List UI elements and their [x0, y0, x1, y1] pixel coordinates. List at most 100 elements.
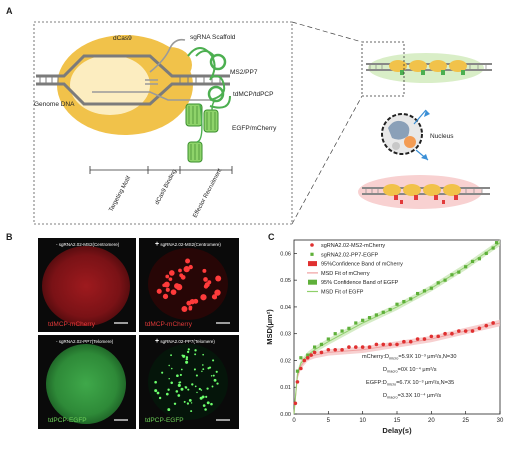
telomere-focus	[179, 373, 182, 377]
mcherry-point	[305, 355, 310, 360]
telomere-focus	[170, 367, 173, 370]
telomere-focus	[187, 348, 190, 351]
egfp-point	[470, 259, 475, 264]
telomere-focus	[198, 387, 201, 391]
centromere-focus	[213, 295, 218, 300]
tile-1-caption: tdMCP-mCherry	[48, 321, 96, 328]
tile-4-caption: tdPCP-EGFP	[145, 417, 184, 424]
mcherry-point	[309, 353, 313, 357]
mcherry-point	[491, 321, 495, 325]
telomere-focus	[191, 383, 194, 386]
mcherry-point	[443, 331, 447, 336]
egfp-point	[381, 310, 385, 314]
centromere-focus	[168, 277, 173, 282]
mcherry-point	[312, 350, 317, 355]
telomere-focus	[177, 394, 181, 397]
centromere-focus	[179, 273, 184, 278]
telomere-focus	[154, 389, 158, 393]
telomere-focus	[187, 388, 190, 391]
legend-label: sgRNA2.02-PP7-EGFP	[321, 252, 378, 258]
egfp-point	[416, 291, 420, 296]
telomere-focus	[188, 398, 192, 402]
legend-label: 95%Confidence Band of mCherry	[321, 262, 403, 268]
telomere-focus	[170, 381, 173, 385]
fit-annotation: Dmacro=3.3X 10⁻⁴ μm²/s	[383, 392, 441, 399]
x-tick-label: 30	[497, 418, 504, 424]
mcherry-point	[429, 334, 434, 339]
egfp-point	[409, 297, 413, 301]
telomere-focus	[190, 402, 193, 404]
centromere-focus	[189, 298, 196, 305]
telomere-focus	[212, 374, 215, 377]
label-nucleus: Nucleus	[430, 133, 454, 140]
mcherry-point	[450, 331, 454, 336]
x-tick-label: 20	[428, 418, 435, 424]
label-sgrna-scaffold: sgRNA Scaffold	[190, 34, 236, 41]
mcherry-point	[457, 329, 461, 333]
centromere-focus	[169, 270, 175, 276]
egfp-point	[347, 326, 351, 330]
centromere-focus	[162, 293, 169, 300]
y-tick-label: 0.01	[280, 385, 291, 391]
telomere-focus	[206, 401, 210, 405]
telomere-focus	[177, 383, 181, 387]
tile-4-title: + sgRNA2.02-PP7(Telomere)	[155, 338, 215, 345]
telomere-focus	[208, 366, 212, 369]
legend-swatch	[310, 243, 314, 247]
egfp-point	[374, 313, 378, 317]
egfp-point	[450, 273, 454, 277]
telomere-focus	[183, 400, 186, 403]
telomere-focus	[215, 370, 218, 373]
telomere-focus	[180, 387, 184, 391]
egfp-point	[340, 329, 344, 333]
legend-swatch	[308, 261, 317, 267]
centromere-focus	[215, 275, 222, 282]
egfp-point	[388, 308, 392, 312]
egfp-point	[484, 251, 488, 255]
telomere-focus	[182, 354, 186, 358]
telomere-focus	[202, 368, 205, 371]
telomere-focus	[194, 385, 197, 388]
centromere-focus	[181, 306, 188, 312]
x-tick-label: 10	[359, 418, 366, 424]
centromere-focus	[204, 282, 210, 288]
panel-a-label: A	[6, 6, 13, 16]
mcherry-point	[354, 345, 358, 349]
telomere-focus	[199, 396, 203, 400]
egfp-point	[457, 270, 461, 274]
centromere-focus	[165, 287, 170, 292]
label-egfp: EGFP/mCherry	[232, 125, 277, 132]
telomere-focus	[180, 368, 183, 371]
y-tick-label: 0.05	[280, 278, 291, 284]
telomere-focus	[201, 370, 203, 373]
egfp-point	[367, 316, 372, 320]
telomere-focus	[200, 389, 203, 391]
mcherry-point	[408, 339, 413, 344]
telomere-focus	[156, 391, 160, 395]
telomere-focus	[184, 386, 187, 388]
centromere-focus	[165, 274, 170, 279]
y-tick-label: 0.04	[280, 305, 291, 311]
egfp-point	[354, 321, 358, 325]
legend-label: MSD Fit of mCherry	[321, 271, 370, 277]
telomere-focus	[161, 371, 164, 374]
egfp-point	[295, 369, 300, 373]
telomere-focus	[206, 387, 209, 390]
mcherry-point	[463, 329, 468, 333]
telomere-focus	[165, 392, 169, 396]
egfp-point	[494, 241, 499, 245]
egfp-point	[326, 337, 330, 341]
telomere-focus	[170, 354, 172, 357]
centromere-focus	[174, 283, 180, 289]
centromere-focus	[185, 258, 191, 264]
mcherry-point	[415, 337, 420, 341]
mcherry-point	[436, 334, 441, 339]
x-axis-label: Delay(s)	[382, 426, 412, 435]
egfp-fit-line	[293, 242, 501, 415]
mcherry-point	[395, 342, 399, 347]
egfp-point	[443, 278, 447, 282]
mcherry-point	[484, 323, 489, 328]
egfp-point	[306, 353, 310, 357]
mcherry-point	[367, 345, 372, 349]
